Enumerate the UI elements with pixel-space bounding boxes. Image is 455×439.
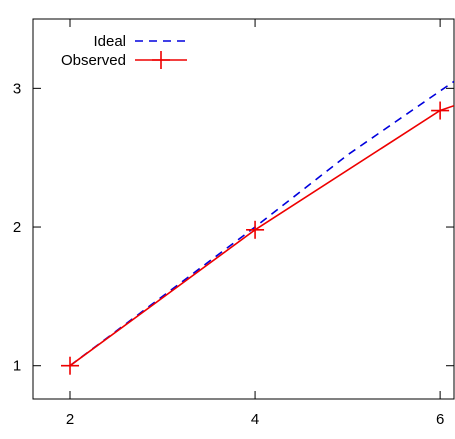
x-tick-label-0: 2: [66, 411, 74, 428]
plot-frame: [32, 18, 455, 400]
series-1-point-0: [61, 356, 80, 375]
y-tick-label-2: 3: [13, 80, 21, 97]
legend-label-1: Observed: [61, 52, 126, 69]
series-1-point-1: [246, 220, 265, 239]
x-tick-label-1: 4: [251, 411, 259, 428]
legend: Ideal Observed: [61, 33, 187, 69]
y-tick-label-1: 2: [13, 219, 21, 236]
y-tick-label-0: 1: [13, 358, 21, 375]
series-line-1: [69, 104, 454, 367]
ticks-layer: 2 4 6 1 2 3: [13, 19, 454, 428]
legend-label-0: Ideal: [93, 33, 126, 50]
legend-marker-1: [152, 51, 170, 69]
series-1-point-2: [431, 101, 450, 120]
series-layer: [61, 80, 454, 375]
x-tick-label-2: 6: [436, 411, 444, 428]
